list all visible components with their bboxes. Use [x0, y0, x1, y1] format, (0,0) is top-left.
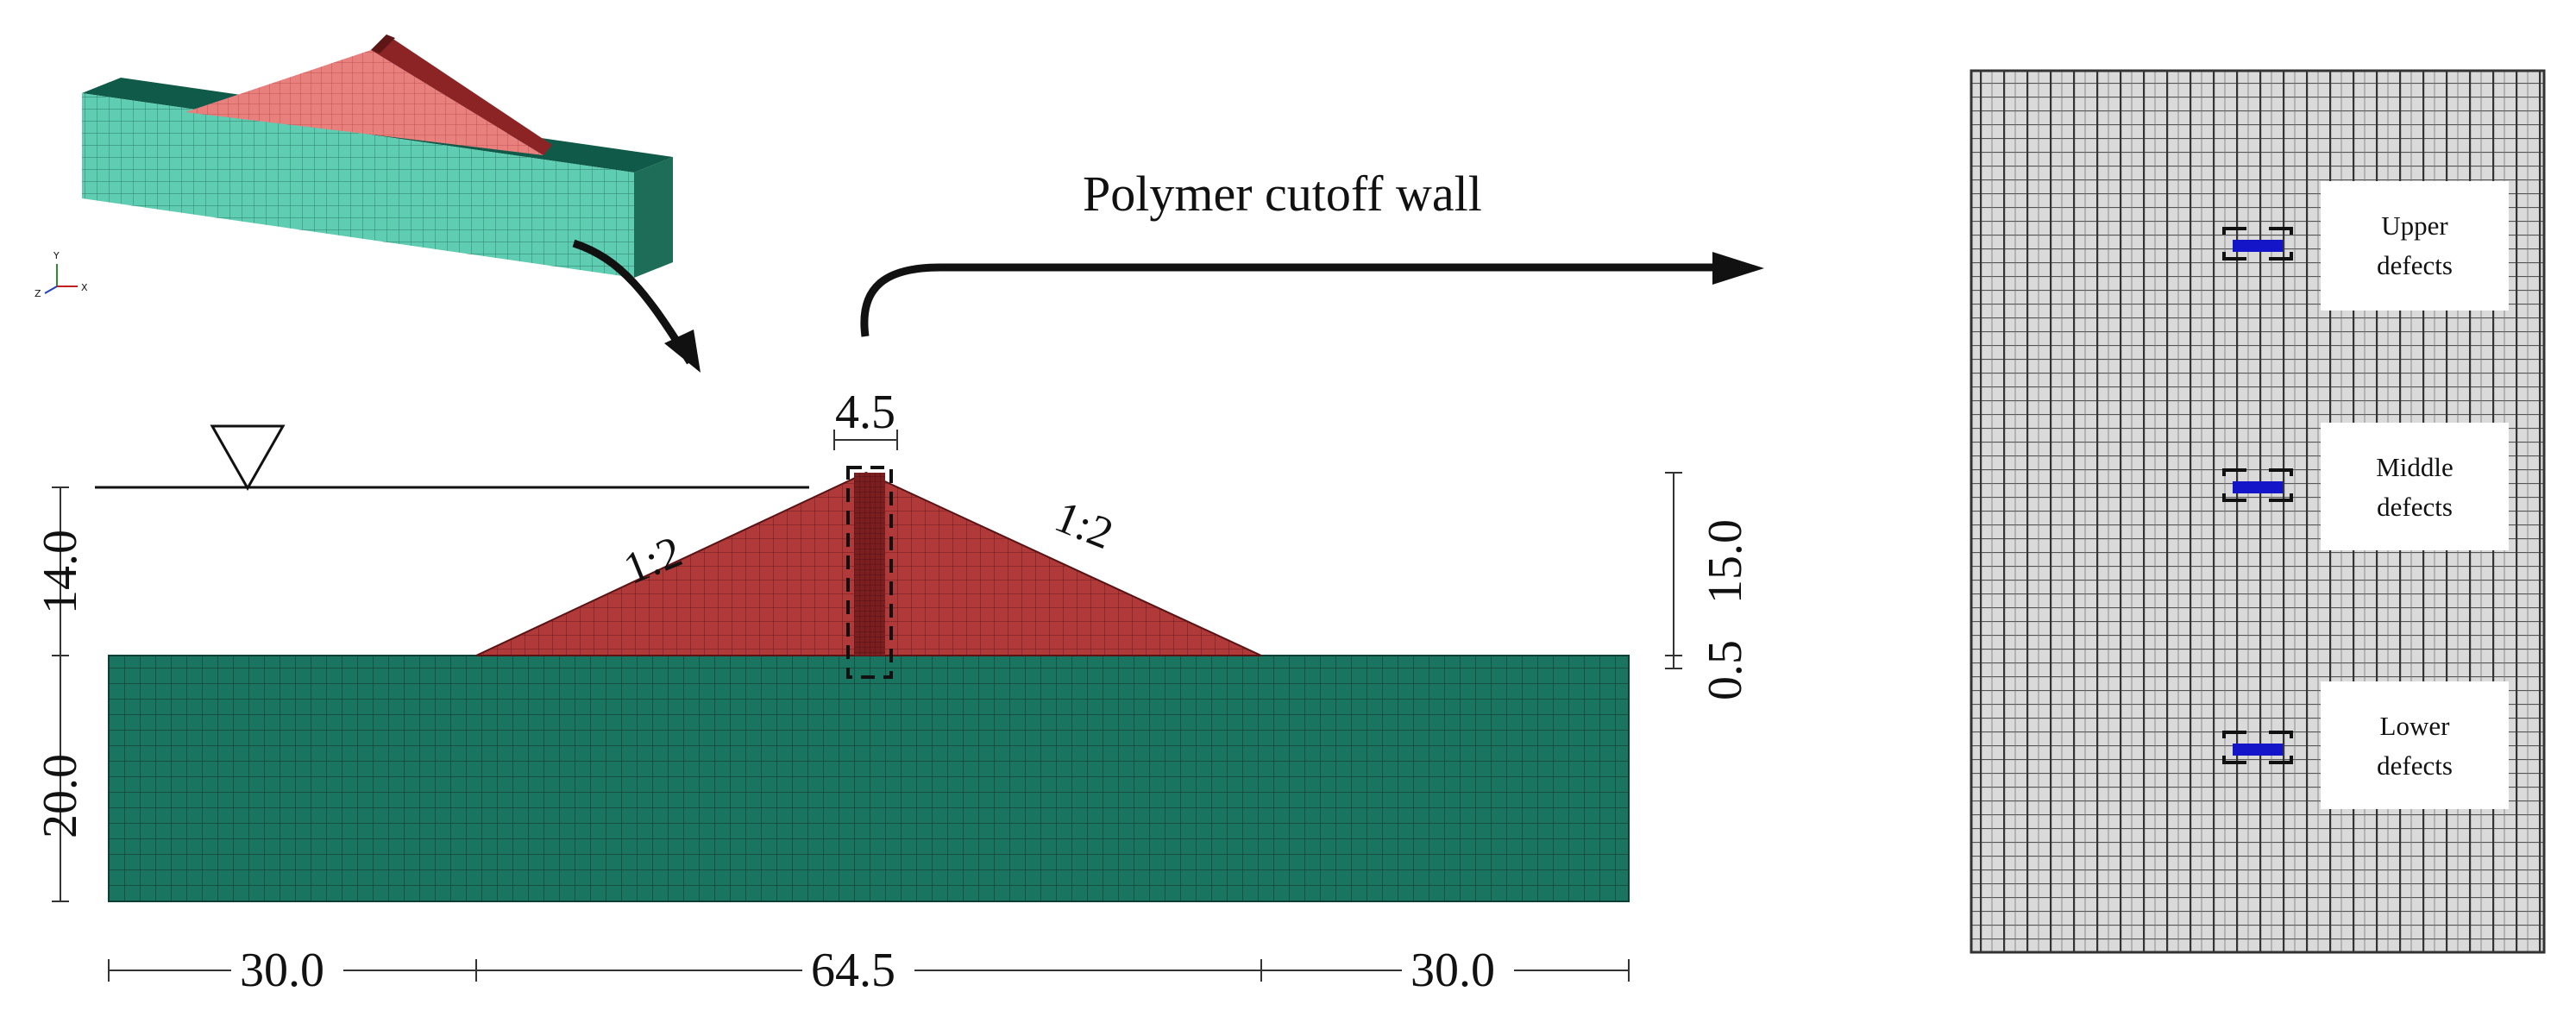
dim-bottom-middle: 64.5: [811, 944, 895, 997]
foundation-3d-side-face: [634, 157, 673, 278]
cutoff-wall-panel: Upper defects Middle defects Lower defec…: [1970, 69, 2546, 954]
axis-label-x: X: [81, 282, 88, 293]
lower-defects-line2: defects: [2377, 750, 2453, 781]
upper-defect-marker: [2222, 227, 2293, 260]
upper-defects-label-box: [2321, 181, 2509, 311]
dam-cross-section: 1:2 1:2 4.5 14.0 20.0 15.0 0.5 30.0 64.5…: [34, 386, 1752, 997]
axis-label-z: Z: [35, 288, 41, 299]
dim-foundation-depth: 20.0: [34, 754, 87, 838]
lower-defects-label-box: [2321, 681, 2509, 809]
cutoff-wall-highlight-box: [846, 466, 893, 679]
middle-defect-marker: [2222, 468, 2293, 502]
dim-freeboard: 0.5: [1699, 640, 1752, 700]
upper-defects-line1: Upper: [2381, 210, 2448, 241]
dim-bottom-right: 30.0: [1411, 944, 1495, 997]
upper-defects-line2: defects: [2377, 250, 2453, 280]
dam-3d-back-slope: [371, 35, 552, 155]
wall-arrowhead: [1712, 252, 1764, 285]
water-level-symbol: [210, 424, 286, 492]
title-label: Polymer cutoff wall: [1083, 166, 1482, 222]
axis-label-y: Y: [53, 250, 60, 261]
lower-defects-line1: Lower: [2380, 711, 2451, 741]
zoom-arrowhead: [664, 329, 701, 373]
dim-bottom-left: 30.0: [240, 944, 324, 997]
middle-defects-line2: defects: [2377, 492, 2453, 522]
3d-model-view: Y Z X: [35, 35, 673, 299]
wall-arrow: [860, 263, 1717, 337]
dim-height-right: 15.0: [1699, 519, 1752, 604]
lower-defect-marker: [2222, 731, 2293, 764]
slope-right-label: 1:2: [1048, 493, 1120, 560]
middle-defects-line1: Middle: [2376, 452, 2453, 482]
dim-crest-width: 4.5: [835, 386, 895, 439]
dim-height-left: 14.0: [34, 530, 87, 614]
middle-defects-label-box: [2321, 423, 2509, 550]
axis-triad: Y Z X: [35, 250, 88, 299]
